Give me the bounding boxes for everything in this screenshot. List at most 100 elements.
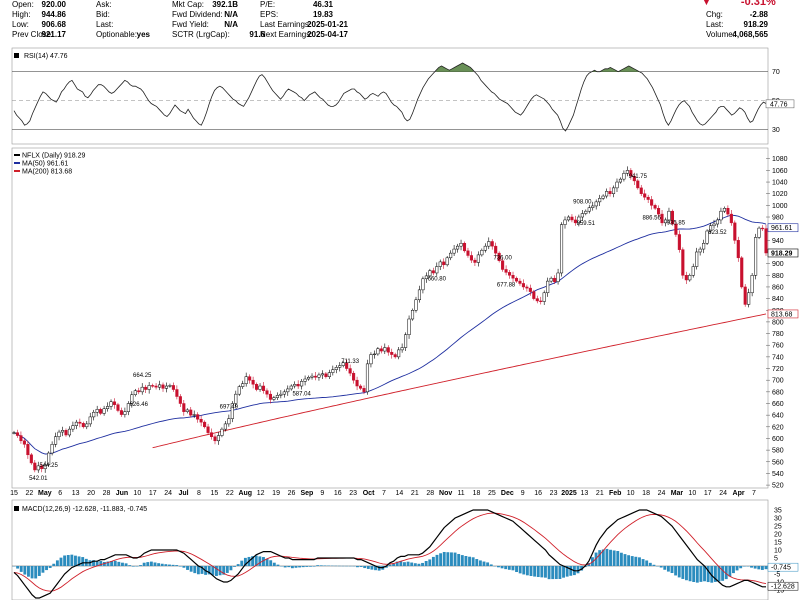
quote-value: 4,068,565	[732, 30, 768, 39]
candle-body	[584, 210, 588, 214]
macd-histogram-bar	[269, 560, 273, 566]
rsi-current-label: 47.76	[770, 101, 788, 108]
macd-histogram-bar	[23, 566, 27, 575]
macd-histogram-bar	[605, 548, 609, 566]
candle	[494, 242, 498, 258]
macd-histogram-bar	[171, 564, 175, 566]
candle-body	[456, 245, 460, 250]
macd-histogram-bar	[634, 556, 638, 566]
candle	[553, 275, 557, 285]
price-tick-label: 760	[772, 343, 784, 350]
candle-body	[629, 170, 633, 177]
candle	[684, 271, 688, 285]
macd-histogram-bar	[305, 566, 309, 567]
candle	[636, 179, 640, 190]
macd-histogram-bar	[471, 557, 475, 566]
candle	[733, 220, 737, 244]
candle	[334, 365, 338, 374]
x-tick-label: 18	[642, 490, 650, 497]
price-tick-label: 860	[772, 284, 784, 291]
candle	[740, 256, 744, 289]
quote-value: 2025-04-17	[307, 30, 348, 39]
quote-label: High:	[12, 10, 31, 19]
percent-change: ▼ -0.31%	[702, 0, 776, 8]
price-tick-label: 1080	[772, 156, 788, 163]
macd-histogram-bar	[323, 565, 327, 566]
macd-histogram-bar	[262, 557, 265, 566]
x-tick-label: 14	[396, 490, 404, 497]
candle-body	[705, 230, 709, 244]
candle-body	[674, 223, 678, 235]
price-tick-label: 1000	[772, 203, 788, 210]
candle-body	[248, 376, 252, 381]
macd-histogram-bar	[153, 562, 157, 566]
candle	[175, 385, 179, 400]
macd-histogram-bar	[695, 566, 699, 583]
candle-body	[501, 260, 505, 270]
candle	[414, 296, 418, 313]
candle-body	[355, 379, 359, 387]
macd-tick-label: 10	[774, 548, 782, 555]
candle	[476, 251, 480, 267]
candle-body	[397, 349, 401, 358]
candle-body	[106, 406, 110, 409]
x-tick-label: 7	[382, 490, 386, 497]
candle-body	[570, 216, 574, 221]
rsi-tick-label: 70	[772, 69, 780, 76]
candle-body	[573, 219, 577, 224]
macd-histogram-bar	[168, 564, 171, 566]
candle	[15, 429, 20, 438]
candle-body	[95, 409, 99, 413]
candle	[390, 348, 394, 359]
candle	[265, 388, 269, 398]
candle	[681, 247, 685, 279]
price-tick-label: 700	[772, 378, 784, 385]
candle-body	[230, 403, 234, 419]
candle-body	[733, 222, 737, 241]
candle	[151, 383, 155, 388]
macd-tick-label: -15	[774, 588, 784, 595]
candle-body	[331, 369, 335, 373]
candle-body	[653, 205, 657, 209]
candle	[95, 405, 99, 417]
macd-histogram-bar	[124, 563, 128, 566]
candle	[293, 381, 297, 389]
ma200-line	[152, 313, 767, 449]
macd-value-box	[767, 581, 799, 591]
macd-histogram-bar	[562, 566, 565, 578]
price-annotation: 941.75	[629, 174, 648, 180]
macd-histogram-bar	[489, 564, 493, 566]
candle-body	[393, 354, 397, 358]
candle	[459, 239, 463, 251]
x-tick-label: Sep	[300, 490, 313, 497]
price-annotation: 677.88	[497, 282, 516, 288]
candle-body	[625, 170, 629, 174]
x-tick-label: May	[38, 490, 52, 497]
candle-body	[26, 444, 30, 456]
candle-body	[15, 432, 20, 436]
x-tick-label: Mar	[671, 490, 684, 497]
price-annotation: 736.00	[493, 255, 512, 261]
price-tick-label: 880	[772, 273, 784, 280]
candle-body	[729, 213, 733, 224]
candle-body	[535, 298, 539, 302]
macd-histogram-bar	[663, 566, 667, 570]
candle-body	[137, 390, 141, 393]
price-tick-label: 620	[772, 424, 784, 431]
macd-histogram-bar	[34, 566, 38, 579]
percent-change-value: -0.31%	[740, 0, 776, 8]
candle-body	[736, 240, 740, 259]
candle-body	[362, 388, 366, 393]
macd-histogram-bar	[19, 566, 23, 572]
macd-histogram-bar	[457, 553, 461, 566]
candle	[563, 216, 567, 229]
price-legend-entry: MA(50) 961.61	[22, 161, 68, 168]
macd-histogram-bar	[435, 554, 439, 566]
candle	[584, 209, 588, 216]
candle-body	[81, 423, 85, 428]
candle	[154, 383, 158, 390]
macd-histogram-bar	[243, 557, 247, 566]
candle-body	[431, 270, 435, 274]
macd-tick-label: -5	[774, 572, 780, 579]
macd-histogram-bar	[464, 556, 468, 566]
